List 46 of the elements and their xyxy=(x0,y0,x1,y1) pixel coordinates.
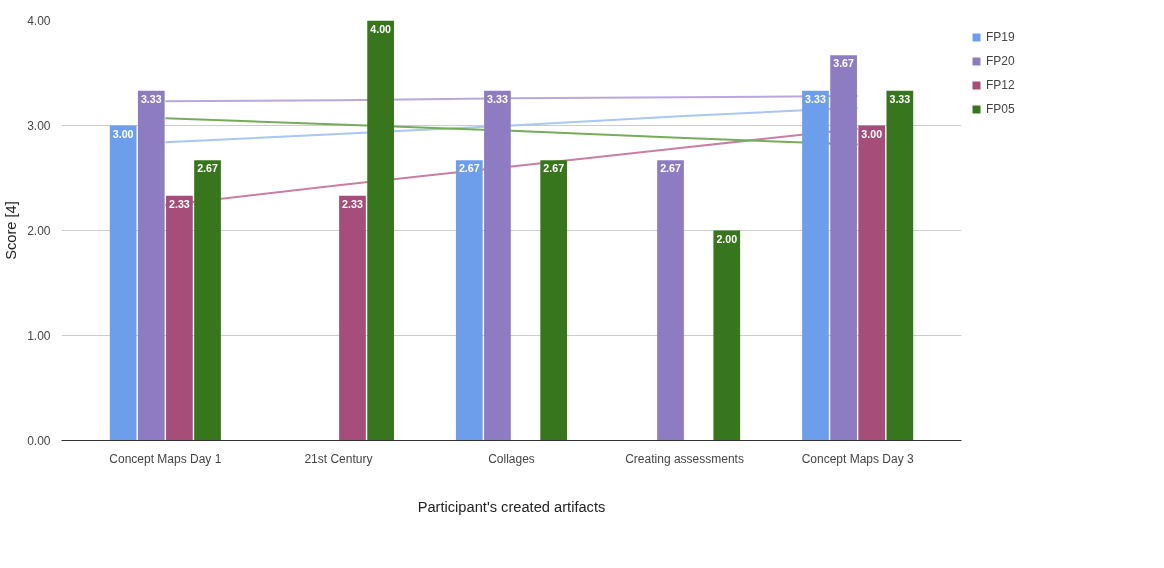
bar xyxy=(455,160,483,441)
legend-label: FP12 xyxy=(986,78,1015,92)
y-tick-label: 2.00 xyxy=(27,224,51,238)
data-label: 3.00 xyxy=(112,127,134,140)
data-label: 4.00 xyxy=(370,22,392,35)
data-label: 2.67 xyxy=(458,162,480,175)
bar xyxy=(802,90,829,441)
bar xyxy=(484,90,511,441)
data-label: 2.67 xyxy=(197,162,218,175)
data-label: 2.00 xyxy=(716,232,738,245)
legend-label: FP19 xyxy=(986,30,1015,44)
bar xyxy=(713,230,741,441)
bar xyxy=(194,160,221,441)
bar xyxy=(367,20,394,441)
data-label: 3.33 xyxy=(889,92,911,105)
bar xyxy=(109,125,137,441)
y-tick-label: 0.00 xyxy=(27,434,51,448)
x-axis-title: Participant's created artifacts xyxy=(417,498,606,515)
bar xyxy=(858,125,886,441)
x-tick-label: Concept Maps Day 1 xyxy=(109,451,222,466)
data-label: 2.33 xyxy=(169,197,190,210)
data-label: 2.67 xyxy=(660,162,681,175)
x-tick-label: Creating assessments xyxy=(625,451,744,466)
bar xyxy=(166,195,193,441)
bar xyxy=(137,90,165,441)
y-tick-label: 4.00 xyxy=(27,14,51,28)
data-label: 3.00 xyxy=(861,127,883,140)
x-tick-label: 21st Century xyxy=(304,451,373,466)
bar xyxy=(657,160,684,441)
data-label: 3.33 xyxy=(140,92,162,105)
y-tick-label: 1.00 xyxy=(27,329,51,343)
y-axis-title: Score [4] xyxy=(3,201,20,260)
bar xyxy=(339,195,366,441)
data-label: 3.67 xyxy=(833,57,855,70)
data-label: 3.33 xyxy=(805,92,826,105)
legend-label: FP20 xyxy=(986,54,1015,68)
bar xyxy=(886,90,914,441)
bar xyxy=(540,160,568,441)
x-tick-label: Collages xyxy=(488,451,535,466)
data-label: 3.33 xyxy=(487,92,508,105)
bar xyxy=(830,55,857,441)
y-tick-label: 3.00 xyxy=(27,119,51,133)
x-tick-label: Concept Maps Day 3 xyxy=(801,451,915,466)
legend-label: FP05 xyxy=(986,102,1015,116)
data-label: 2.67 xyxy=(543,162,565,175)
data-label: 2.33 xyxy=(342,197,363,210)
